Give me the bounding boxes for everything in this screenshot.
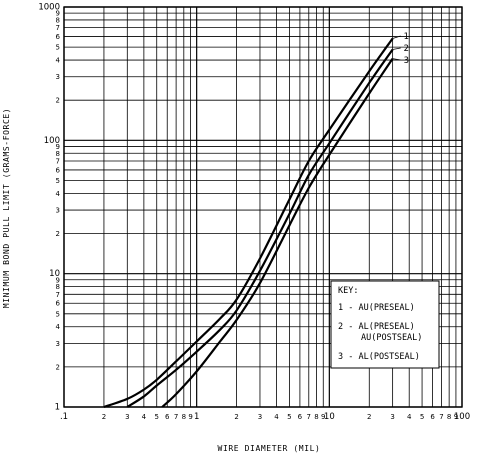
series-label-1: 1 <box>404 32 409 42</box>
series-line-2 <box>126 48 394 408</box>
x-tick-label: 9 <box>188 413 192 421</box>
legend-frame <box>330 280 440 369</box>
x-tick-label: 6 <box>165 413 170 421</box>
plot-frame <box>63 6 463 408</box>
y-tick-label: 6 <box>56 166 61 174</box>
x-tick-label: .1 <box>60 412 68 422</box>
x-tick-label: 9 <box>321 413 325 421</box>
x-tick-label: 6 <box>430 413 435 421</box>
y-tick-label: 7 <box>56 157 60 165</box>
x-tick-label: 4 <box>407 413 412 421</box>
y-tick-label: 5 <box>56 310 60 318</box>
y-tick-label: 100 <box>44 136 60 146</box>
x-tick-label: 2 <box>234 413 238 421</box>
series-label-3: 3 <box>404 56 409 66</box>
x-tick-label: 4 <box>274 413 279 421</box>
y-tick-label: 4 <box>56 323 61 331</box>
series-label-2: 2 <box>404 44 409 54</box>
x-tick-label: 10 <box>324 412 335 422</box>
legend-box: KEY: 1 - AU(PRESEAL) 2 - AL(PRESEAL) AU(… <box>330 280 440 369</box>
legend-title: KEY: <box>338 286 358 296</box>
x-tick-label: 3 <box>125 413 129 421</box>
y-tick-label: 8 <box>56 283 60 291</box>
x-axis-label: WIRE DIAMETER (MIL) <box>218 444 321 453</box>
y-tick-label: 3 <box>56 207 60 215</box>
y-tick-label: 8 <box>56 16 60 24</box>
y-tick-label: 6 <box>56 33 61 41</box>
series-line-3 <box>161 58 394 408</box>
plot-border <box>63 6 463 408</box>
y-tick-label: 9 <box>56 10 60 18</box>
series-leader-3 <box>392 58 401 61</box>
curves <box>103 37 394 409</box>
y-tick-label: 8 <box>56 150 60 158</box>
y-tick-label: 2 <box>56 97 60 105</box>
y-tick-label: 1000 <box>38 3 60 13</box>
legend-entry-1: 1 - AU(PRESEAL) <box>338 303 415 313</box>
x-tick-label: 7 <box>307 413 311 421</box>
y-tick-label: 4 <box>56 190 61 198</box>
curve-labels: 1 2 3 <box>392 32 409 66</box>
y-tick-label: 5 <box>56 44 60 52</box>
x-tick-label: 6 <box>298 413 303 421</box>
y-tick-label: 7 <box>56 291 60 299</box>
legend-entry-3: 3 - AL(POSTSEAL) <box>338 352 420 362</box>
x-tick-label: 8 <box>314 413 318 421</box>
x-tick-label: 9 <box>454 413 458 421</box>
y-tick-label: 2 <box>56 363 60 371</box>
x-tick-label: 5 <box>420 413 424 421</box>
y-tick-label: 7 <box>56 24 60 32</box>
x-tick-label: 2 <box>367 413 371 421</box>
y-tick-label: 9 <box>56 276 60 284</box>
x-tick-label: 7 <box>439 413 443 421</box>
y-tick-label: 10 <box>49 269 60 279</box>
series-line-1 <box>103 37 394 409</box>
legend-entry-2: 2 - AL(PRESEAL) <box>338 322 415 332</box>
x-tick-label: 8 <box>182 413 186 421</box>
series-leader-1 <box>392 35 401 39</box>
series-leader-2 <box>392 47 401 50</box>
y-tick-label: 6 <box>56 300 61 308</box>
y-tick-label: 1 <box>55 403 60 413</box>
y-tick-label: 9 <box>56 143 60 151</box>
x-tick-label: 3 <box>390 413 394 421</box>
x-tick-label: 2 <box>102 413 106 421</box>
x-tick-label: 1 <box>194 412 199 422</box>
y-tick-label: 4 <box>56 57 61 65</box>
legend-entry-2b: AU(POSTSEAL) <box>361 333 422 343</box>
x-tick-label: 7 <box>174 413 178 421</box>
y-axis-label: MINIMUM BOND PULL LIMIT (GRAMS-FORCE) <box>2 108 11 308</box>
x-tick-label: 5 <box>154 413 158 421</box>
x-tick-label: 4 <box>142 413 147 421</box>
y-tick-label: 5 <box>56 177 60 185</box>
y-tick-label: 2 <box>56 230 60 238</box>
x-tick-label: 5 <box>287 413 291 421</box>
y-tick-label: 3 <box>56 73 60 81</box>
x-tick-label: 8 <box>447 413 451 421</box>
x-tick-label: 100 <box>454 412 470 422</box>
y-tick-label: 3 <box>56 340 60 348</box>
x-tick-label: 3 <box>258 413 262 421</box>
